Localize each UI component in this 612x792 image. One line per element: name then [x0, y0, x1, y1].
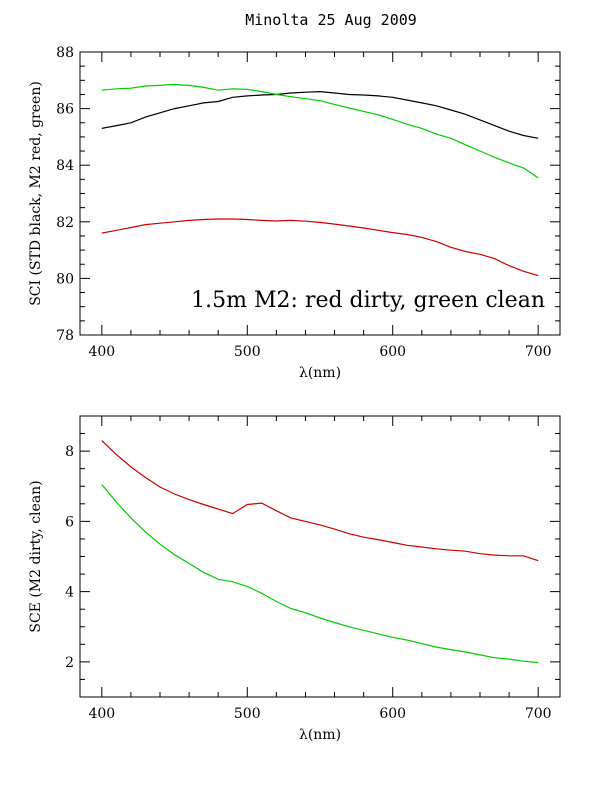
figure-title: Minolta 25 Aug 2009: [245, 11, 417, 29]
x-tick-label: 400: [88, 344, 115, 360]
x-axis-label: λ(nm): [299, 365, 341, 381]
series-line-m2-clean: [101, 83, 539, 179]
series-line-m2-dirty: [101, 440, 539, 562]
x-tick-label: 700: [525, 344, 552, 360]
sce-panel: 400 500 600 700 2 4 6 8 λ(nm) SCE (M2 dirty, clea…: [28, 415, 561, 743]
plot-frame: [79, 415, 561, 698]
y-axis-label: SCI (STD black, M2 red, green): [28, 81, 44, 306]
y-tick-label: 86: [56, 102, 74, 118]
chart-annotation: 1.5m M2: red dirty, green clean: [191, 288, 545, 313]
series-line-std: [101, 90, 539, 139]
y-tick-label: 84: [56, 158, 74, 174]
x-tick-label: 700: [525, 706, 552, 722]
series-line-m2-dirty: [101, 218, 539, 277]
y-tick-label: 2: [65, 655, 74, 671]
y-tick-label: 78: [56, 328, 74, 344]
y-tick-label: 4: [65, 585, 74, 601]
x-tick-label: 400: [88, 706, 115, 722]
x-axis-label: λ(nm): [299, 727, 341, 743]
series-line-m2-clean: [101, 484, 539, 664]
x-tick-label: 500: [234, 706, 261, 722]
y-tick-label: 88: [56, 45, 74, 61]
x-tick-label: 600: [379, 706, 406, 722]
x-tick-label: 600: [379, 344, 406, 360]
x-tick-label: 500: [234, 344, 261, 360]
y-tick-label: 80: [56, 271, 74, 287]
y-tick-label: 82: [56, 215, 74, 231]
y-tick-label: 6: [65, 514, 74, 530]
y-axis-label: SCE (M2 dirty, clean): [28, 480, 44, 632]
sci-panel: 400 500 600 700 78 80 82 84 86 88 λ(nm) SCI (STD bl…: [28, 45, 561, 381]
y-tick-label: 8: [65, 444, 74, 460]
